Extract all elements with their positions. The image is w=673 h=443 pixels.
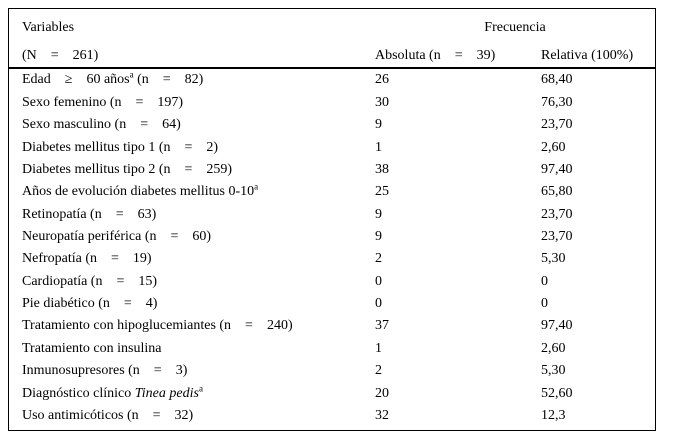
label-text: Tratamiento con insulina — [22, 340, 162, 356]
variable-label: Diagnóstico clínico Tinea pedisa — [9, 386, 375, 401]
absolute-frequency-value: 0 — [375, 273, 382, 289]
footnote-marker: a — [129, 72, 134, 80]
absolute-frequency-value: 20 — [375, 385, 389, 401]
absolute-frequency-value: 1 — [375, 139, 382, 155]
header-row-1: Variables Frecuencia — [9, 9, 655, 43]
table-row: Retinopatía (n = 63) 9 23,70 — [9, 203, 655, 225]
table-row: Diabetes mellitus tipo 2 (n = 259) 38 97… — [9, 158, 655, 180]
label-text: Uso antimicóticos (n = 32) — [22, 407, 194, 423]
table-header: Variables Frecuencia (N = 261) Absoluta … — [9, 9, 655, 69]
frequency-table: Variables Frecuencia (N = 261) Absoluta … — [8, 8, 656, 431]
table-row: Neuropatía periférica (n = 60) 9 23,70 — [9, 226, 655, 248]
absolute-frequency-value: 2 — [375, 251, 382, 267]
label-italic: Tinea pedis — [134, 385, 199, 401]
relative-frequency-value: 0 — [541, 296, 548, 312]
relative-frequency-value: 5,30 — [541, 251, 566, 267]
table-row: Edad ≥ 60 añosa (n = 82) 26 68,40 — [9, 69, 655, 91]
variable-label: Retinopatía (n = 63) — [9, 207, 375, 222]
absolute-frequency-value: 38 — [375, 161, 389, 177]
table-row: Diagnóstico clínico Tinea pedisa 20 52,6… — [9, 382, 655, 404]
variable-label: Años de evolución diabetes mellitus 0-10… — [9, 184, 375, 199]
variable-label: Diabetes mellitus tipo 1 (n = 2) — [9, 140, 375, 155]
table-row: Tratamiento con hipoglucemiantes (n = 24… — [9, 315, 655, 337]
relative-frequency-value: 23,70 — [541, 206, 573, 222]
absolute-frequency-value: 25 — [375, 184, 389, 200]
relative-frequency-value: 2,60 — [541, 340, 566, 356]
table-row: Sexo masculino (n = 64) 9 23,70 — [9, 114, 655, 136]
variable-label: Inmunosupresores (n = 3) — [9, 363, 375, 378]
variable-label: Edad ≥ 60 añosa (n = 82) — [9, 72, 375, 87]
relative-frequency-value: 5,30 — [541, 363, 566, 379]
absolute-frequency-value: 2 — [375, 363, 382, 379]
label-text: Nefropatía (n = 19) — [22, 251, 152, 267]
label-text: Tratamiento con hipoglucemiantes (n = 24… — [22, 318, 293, 334]
table-row: Sexo femenino (n = 197) 30 76,30 — [9, 91, 655, 113]
relative-frequency-value: 97,40 — [541, 161, 573, 177]
header-row-2: (N = 261) Absoluta (n = 39) Relativa (10… — [9, 43, 655, 69]
label-text: Años de evolución diabetes mellitus 0-10 — [22, 184, 255, 200]
absolute-frequency-value: 37 — [375, 318, 389, 334]
label-text: Pie diabético (n = 4) — [22, 296, 158, 312]
absolute-frequency-value: 0 — [375, 296, 382, 312]
column-header-n-total: (N = 261) — [22, 48, 99, 64]
variable-label: Diabetes mellitus tipo 2 (n = 259) — [9, 162, 375, 177]
footnote-marker: a — [198, 385, 203, 393]
variable-label: Sexo masculino (n = 64) — [9, 117, 375, 132]
variable-label: Pie diabético (n = 4) — [9, 296, 375, 311]
relative-frequency-value: 97,40 — [541, 318, 573, 334]
table-row: Pie diabético (n = 4) 0 0 — [9, 293, 655, 315]
table-row: Nefropatía (n = 19) 2 5,30 — [9, 248, 655, 270]
column-header-variables: Variables — [22, 20, 75, 36]
absolute-frequency-value: 9 — [375, 229, 382, 244]
absolute-frequency-value: 9 — [375, 206, 382, 222]
variable-label: Cardiopatía (n = 15) — [9, 274, 375, 289]
relative-frequency-value: 0 — [541, 273, 548, 289]
column-group-frecuencia: Frecuencia — [484, 20, 546, 36]
label-text: Sexo masculino (n = 64) — [22, 117, 181, 133]
table-row: Años de evolución diabetes mellitus 0-10… — [9, 181, 655, 203]
absolute-frequency-value: 1 — [375, 340, 382, 356]
absolute-frequency-value: 9 — [375, 117, 382, 133]
absolute-frequency-value: 26 — [375, 72, 389, 88]
relative-frequency-value: 76,30 — [541, 94, 573, 110]
table-row: Uso antimicóticos (n = 32) 32 12,3 — [9, 404, 655, 426]
column-header-absoluta: Absoluta (n = 39) — [375, 48, 496, 64]
table-row: Diabetes mellitus tipo 1 (n = 2) 1 2,60 — [9, 136, 655, 158]
label-text-post: (n = 82) — [133, 72, 204, 88]
label-text: Sexo femenino (n = 197) — [22, 94, 184, 110]
footnote-marker: a — [254, 184, 259, 192]
table-row: Inmunosupresores (n = 3) 2 5,30 — [9, 360, 655, 382]
column-header-relativa: Relativa (100%) — [541, 48, 634, 64]
label-text: Inmunosupresores (n = 3) — [22, 363, 188, 379]
relative-frequency-value: 52,60 — [541, 385, 573, 401]
variable-label: Tratamiento con hipoglucemiantes (n = 24… — [9, 318, 375, 333]
label-text: Neuropatía periférica (n = 60) — [22, 229, 212, 244]
table-body: Edad ≥ 60 añosa (n = 82) 26 68,40 Sexo f… — [9, 69, 655, 427]
relative-frequency-value: 65,80 — [541, 184, 573, 200]
table-row: Cardiopatía (n = 15) 0 0 — [9, 270, 655, 292]
label-text: Retinopatía (n = 63) — [22, 206, 157, 222]
label-text: Edad ≥ 60 años — [22, 72, 130, 88]
variable-label: Nefropatía (n = 19) — [9, 251, 375, 266]
label-text: Diabetes mellitus tipo 1 (n = 2) — [22, 139, 219, 155]
label-text: Cardiopatía (n = 15) — [22, 273, 158, 289]
variable-label: Sexo femenino (n = 197) — [9, 95, 375, 110]
label-text: Diagnóstico clínico — [22, 385, 135, 401]
label-text: Diabetes mellitus tipo 2 (n = 259) — [22, 161, 233, 177]
absolute-frequency-value: 30 — [375, 94, 389, 110]
relative-frequency-value: 68,40 — [541, 72, 573, 88]
relative-frequency-value: 2,60 — [541, 139, 566, 155]
variable-label: Neuropatía periférica (n = 60) — [9, 229, 375, 244]
relative-frequency-value: 23,70 — [541, 117, 573, 133]
variable-label: Uso antimicóticos (n = 32) — [9, 408, 375, 423]
relative-frequency-value: 12,3 — [541, 407, 566, 423]
relative-frequency-value: 23,70 — [541, 229, 573, 244]
table-row: Tratamiento con insulina 1 2,60 — [9, 337, 655, 359]
variable-label: Tratamiento con insulina — [9, 341, 375, 356]
absolute-frequency-value: 32 — [375, 407, 389, 423]
